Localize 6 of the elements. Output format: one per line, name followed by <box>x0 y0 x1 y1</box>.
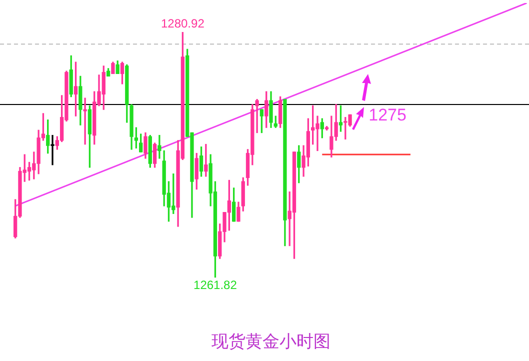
candlestick <box>50 134 54 166</box>
annotation: 1261.82 <box>194 278 238 292</box>
annotation: 1280.92 <box>160 16 205 31</box>
text: 现货黄金小时图 <box>212 332 330 352</box>
annotation: 1275 <box>368 106 406 125</box>
candlestick <box>255 99 259 134</box>
